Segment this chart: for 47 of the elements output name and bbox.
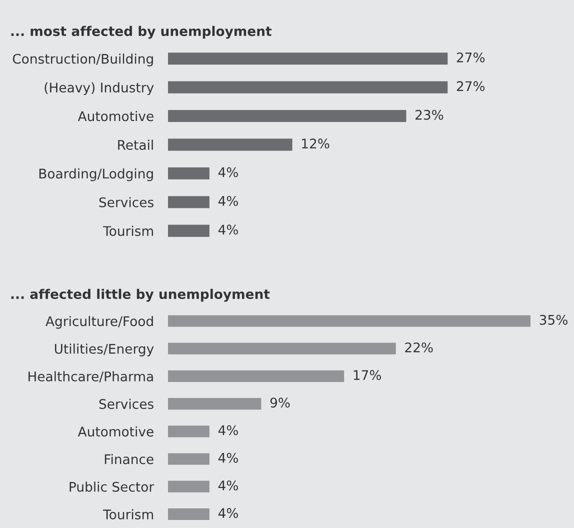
data-label: 12% [302, 138, 330, 149]
y-tick-label: Retail [118, 140, 153, 150]
y-tick-label: Agriculture/Food [46, 316, 153, 329]
data-label: 35% [540, 314, 568, 325]
data-label: 4% [218, 425, 238, 436]
data-label: 4% [218, 452, 238, 463]
data-label: 9% [270, 398, 290, 408]
chart-title: ... most affected by unemployment [11, 26, 272, 39]
bar [168, 426, 210, 438]
data-label: 4% [218, 167, 238, 178]
y-tick-label: Healthcare/Pharma [28, 371, 153, 382]
y-tick-label: (Heavy) Industry [44, 82, 154, 96]
y-tick-label: Services [99, 197, 154, 208]
bar [168, 480, 210, 492]
y-tick-label: Automotive [78, 110, 154, 122]
bar [168, 508, 210, 520]
bar [168, 315, 530, 327]
data-label: 27% [456, 52, 485, 62]
data-label: 4% [218, 508, 238, 518]
y-tick-label: Services [99, 398, 154, 409]
bar [168, 138, 292, 151]
y-tick-label: Public Sector [70, 482, 154, 492]
bar [168, 398, 262, 410]
bar [168, 52, 448, 65]
bar [168, 370, 344, 382]
y-tick-label: Utilities/Energy [54, 344, 154, 356]
data-label: 22% [405, 342, 433, 352]
y-tick-label: Finance [104, 454, 154, 464]
data-label: 4% [218, 480, 238, 490]
bar [168, 110, 406, 122]
y-tick-label: Automotive [78, 426, 154, 437]
bar [168, 224, 210, 237]
data-label: 4% [218, 224, 238, 235]
bar [168, 342, 396, 354]
bar [168, 196, 210, 208]
chart-title: ... affected little by unemployment [11, 288, 270, 302]
bar [168, 453, 210, 465]
y-tick-label: Tourism [103, 226, 153, 236]
bar [168, 81, 448, 94]
y-tick-label: Boarding/Lodging [39, 168, 153, 182]
data-label: 27% [456, 81, 485, 92]
y-tick-label: Tourism [103, 509, 153, 520]
data-label: 4% [218, 196, 238, 206]
data-label: 23% [416, 110, 444, 120]
y-tick-label: Construction/Building [12, 54, 153, 66]
data-label: 17% [354, 370, 382, 380]
bar [168, 167, 210, 180]
